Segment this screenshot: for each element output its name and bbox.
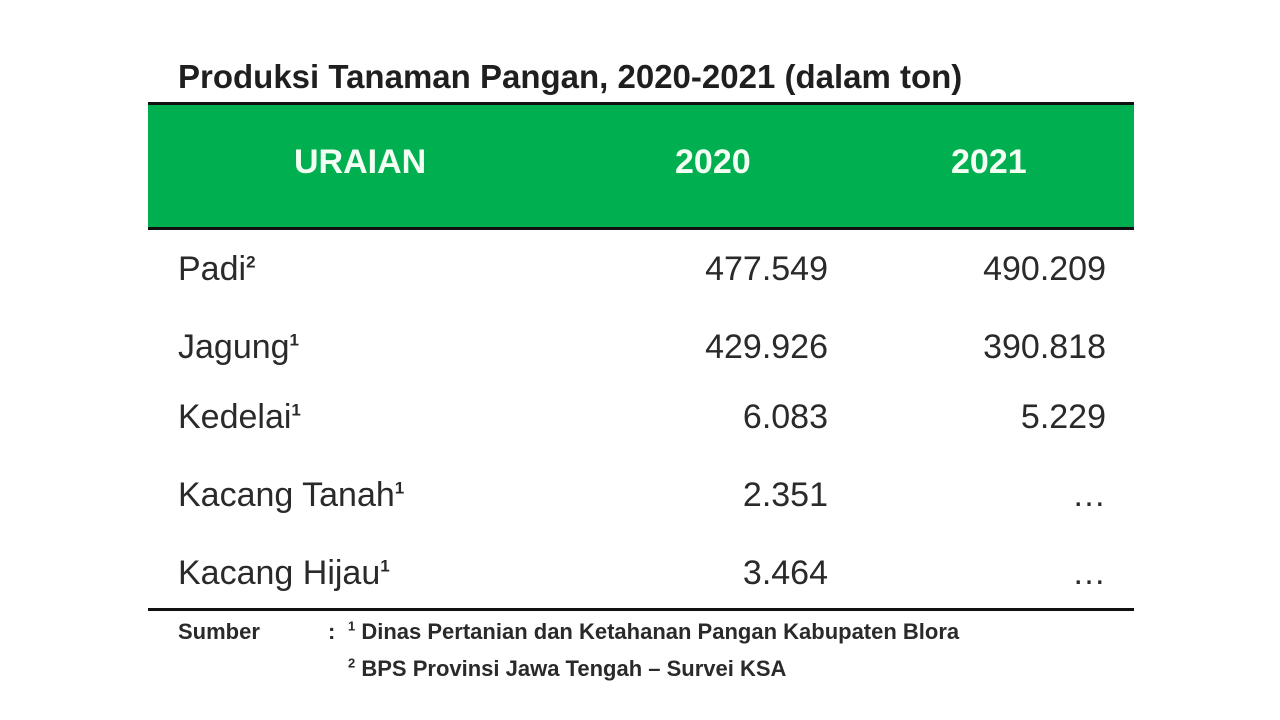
table-title: Produksi Tanaman Pangan, 2020-2021 (dala… — [178, 58, 963, 95]
table-row: Padi2 477.549 490.209 — [148, 250, 1134, 310]
value-2021: … — [1072, 476, 1106, 514]
table-row: Jagung1 429.926 390.818 — [148, 328, 1134, 388]
value-2020: 429.926 — [705, 328, 828, 366]
header-2020: 2020 — [675, 143, 751, 181]
table-header: URAIAN 2020 2021 — [148, 102, 1134, 230]
table-row: Kedelai1 6.083 5.229 — [148, 398, 1134, 458]
source-label: Sumber — [178, 619, 260, 644]
row-label: Padi2 — [178, 250, 256, 288]
value-2020: 477.549 — [705, 250, 828, 288]
row-label: Kedelai1 — [178, 398, 301, 436]
value-2021: … — [1072, 554, 1106, 592]
value-2021: 5.229 — [1020, 398, 1106, 436]
row-label: Kacang Hijau1 — [178, 554, 390, 592]
row-label: Jagung1 — [178, 328, 300, 366]
table-row: Kacang Tanah1 2.351 … — [148, 476, 1134, 536]
row-label: Kacang Tanah1 — [178, 476, 405, 514]
header-uraian: URAIAN — [294, 143, 427, 181]
header-2021: 2021 — [951, 143, 1027, 181]
value-2021: 390.818 — [983, 328, 1106, 366]
source-colon: : — [328, 619, 336, 644]
value-2020: 6.083 — [742, 398, 828, 436]
value-2020: 2.351 — [742, 476, 828, 514]
source-line-2: 2 BPS Provinsi Jawa Tengah – Survei KSA — [348, 655, 787, 681]
value-2020: 3.464 — [742, 554, 828, 592]
table-bottom-rule — [148, 608, 1134, 611]
value-2021: 490.209 — [983, 250, 1106, 288]
source-line-1: 1 Dinas Pertanian dan Ketahanan Pangan K… — [348, 618, 960, 644]
table-row: Kacang Hijau1 3.464 … — [148, 554, 1134, 614]
